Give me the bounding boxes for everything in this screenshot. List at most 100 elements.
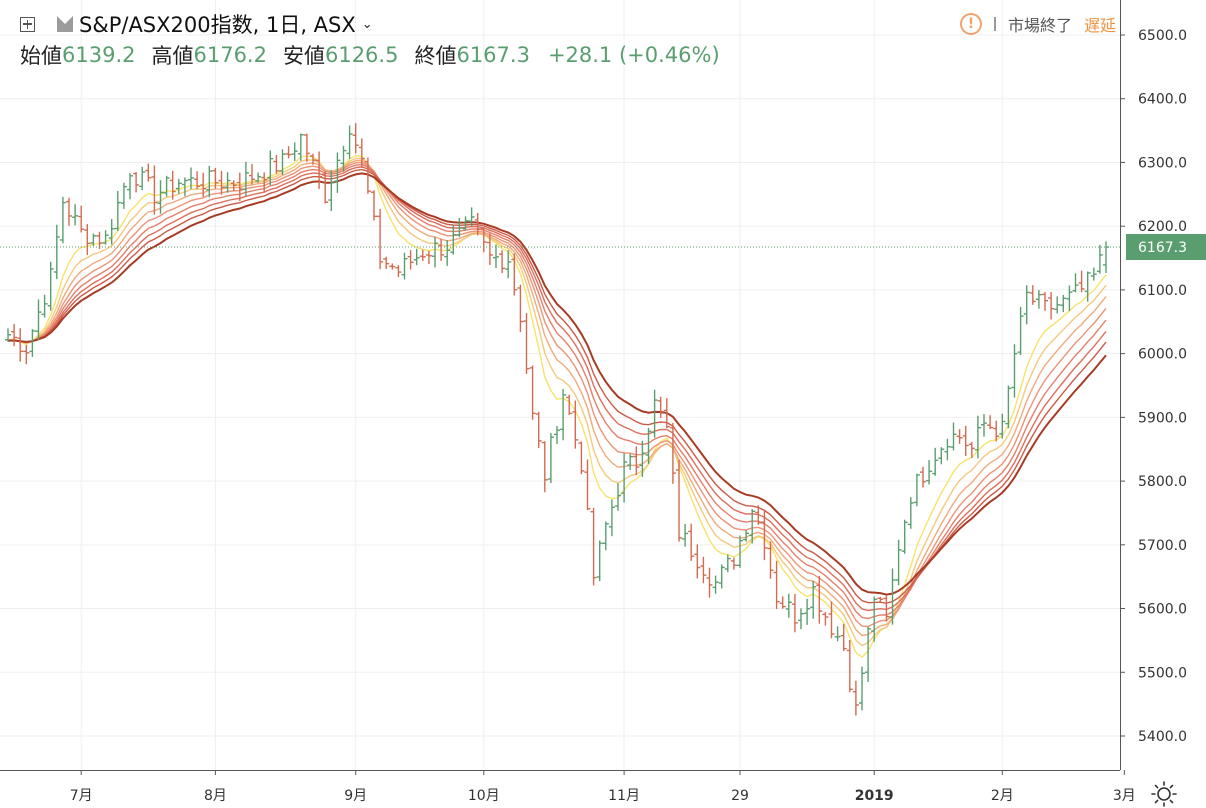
ohlc-bar (859, 666, 865, 711)
warning-icon[interactable]: ! (959, 13, 982, 35)
ohlc-bar (712, 575, 719, 594)
ohlc-bar (206, 165, 213, 198)
ohlc-bar (663, 398, 670, 428)
market-status: ! 市場終了 遅延 (959, 12, 1116, 36)
chevron-down-icon[interactable]: ⌄ (361, 16, 373, 32)
ohlc-bar (328, 170, 335, 212)
ohlc-bar (114, 190, 121, 231)
ohlc-bar (194, 171, 201, 190)
ohlc-bar (279, 149, 286, 176)
ema-line (7, 161, 1107, 628)
ohlc-bar (627, 453, 634, 471)
ohlc-bar (218, 170, 225, 195)
ohlc-bar (1096, 245, 1103, 274)
ohlc-bar (999, 413, 1006, 439)
flag-icon (57, 16, 73, 32)
ohlc-bar (1011, 344, 1018, 398)
y-tick-label: 6200.0 (1138, 219, 1187, 235)
ohlc-bar (425, 250, 432, 265)
high-value: 6176.2 (193, 43, 267, 67)
ohlc-bar (657, 396, 664, 418)
ohlc-bar (755, 505, 762, 525)
ohlc-bar (72, 204, 79, 226)
delay-label[interactable]: 遅延 (1083, 16, 1116, 35)
ema-line (7, 172, 1107, 596)
x-tick-label: 2月 (991, 788, 1014, 804)
ohlc-bar (816, 575, 823, 624)
ohlc-bar (840, 623, 847, 652)
ohlc-bar (346, 125, 353, 159)
gear-icon[interactable] (1150, 780, 1178, 808)
ohlc-bar (676, 459, 682, 542)
open-value: 6139.2 (62, 43, 136, 67)
ohlc-bar (29, 329, 36, 357)
ohlc-bar (529, 365, 536, 420)
ohlc-bar (35, 299, 42, 341)
symbol-title[interactable]: S&P/ASX200指数, 1日, ASX (79, 13, 356, 37)
ohlc-bar (779, 596, 786, 609)
ohlc-bar (791, 593, 798, 633)
ohlc-bar (834, 626, 841, 642)
ohlc-bar (767, 541, 774, 579)
ohlc-bar (926, 460, 933, 485)
ohlc-bar (1090, 267, 1097, 281)
ohlc-bar (615, 483, 621, 511)
ohlc-bar (706, 567, 713, 598)
grid-lines (0, 0, 1120, 770)
ohlc-bar (438, 238, 445, 261)
plot-area (0, 0, 1120, 770)
ohlc-bar (1017, 306, 1024, 355)
x-tick-label: 11月 (608, 788, 640, 804)
ohlc-bar (590, 507, 597, 586)
ohlc-bar (804, 598, 811, 625)
ema-line (7, 159, 1107, 637)
ohlc-bar (419, 249, 426, 261)
ohlc-row: 始値 6139.2 高値 6176.2 安値 6126.5 終値 6167.3 +28.… (20, 40, 720, 70)
ohlc-bar (560, 389, 567, 441)
ohlc-bar (511, 253, 518, 296)
ohlc-bar (584, 459, 591, 511)
y-tick-label: 6500.0 (1138, 28, 1187, 44)
ohlc-bar (535, 411, 542, 449)
ohlc-bar (828, 601, 835, 639)
ohlc-bar (334, 152, 341, 193)
y-tick-label: 6300.0 (1138, 155, 1187, 171)
ohlc-bar (901, 519, 908, 554)
ohlc-bar (852, 680, 859, 716)
ohlc-bar (846, 640, 853, 693)
title-row: S&P/ASX200指数, 1日, ASX ⌄ (20, 8, 720, 40)
ohlc-bar (932, 447, 939, 476)
ohlc-bar (59, 196, 66, 244)
close-label: 終値 (414, 44, 457, 68)
open-label: 始値 (20, 44, 62, 68)
ohlc-bar (981, 414, 987, 437)
ohlc-bar (822, 611, 829, 626)
ohlc-bar (17, 328, 24, 362)
ohlc-bar (993, 420, 1000, 442)
ohlc-bar (450, 225, 457, 255)
x-tick-label: 8月 (204, 788, 227, 804)
ohlc-bar (84, 224, 91, 255)
y-tick-label: 6400.0 (1138, 92, 1187, 108)
x-axis: 7月 8月 9月 10月 11月 29 2019 2月 3月 (0, 770, 1136, 804)
expand-icon[interactable] (20, 16, 35, 32)
ohlc-bar (907, 497, 914, 529)
change-value: +28.1 (+0.46%) (547, 43, 720, 67)
ohlc-bar (608, 499, 615, 537)
ohlc-bar (145, 163, 152, 182)
ohlc-bar (285, 146, 292, 159)
ohlc-bar (102, 230, 109, 245)
ohlc-bar (66, 197, 72, 226)
x-tick-label: 10月 (468, 788, 500, 804)
y-tick-label: 5500.0 (1138, 665, 1187, 681)
ohlc-bar (987, 415, 994, 430)
ohlc-bar (340, 145, 347, 172)
x-tick-label: 3月 (1113, 788, 1136, 804)
y-tick-label: 5900.0 (1138, 410, 1187, 426)
ohlc-bar (889, 568, 896, 625)
market-closed-text: 市場終了 (1007, 16, 1072, 35)
ohlc-bar (883, 595, 890, 622)
ohlc-bar (395, 265, 402, 278)
chart-header: S&P/ASX200指数, 1日, ASX ⌄ 始値 6139.2 高値 6176.… (20, 8, 720, 70)
